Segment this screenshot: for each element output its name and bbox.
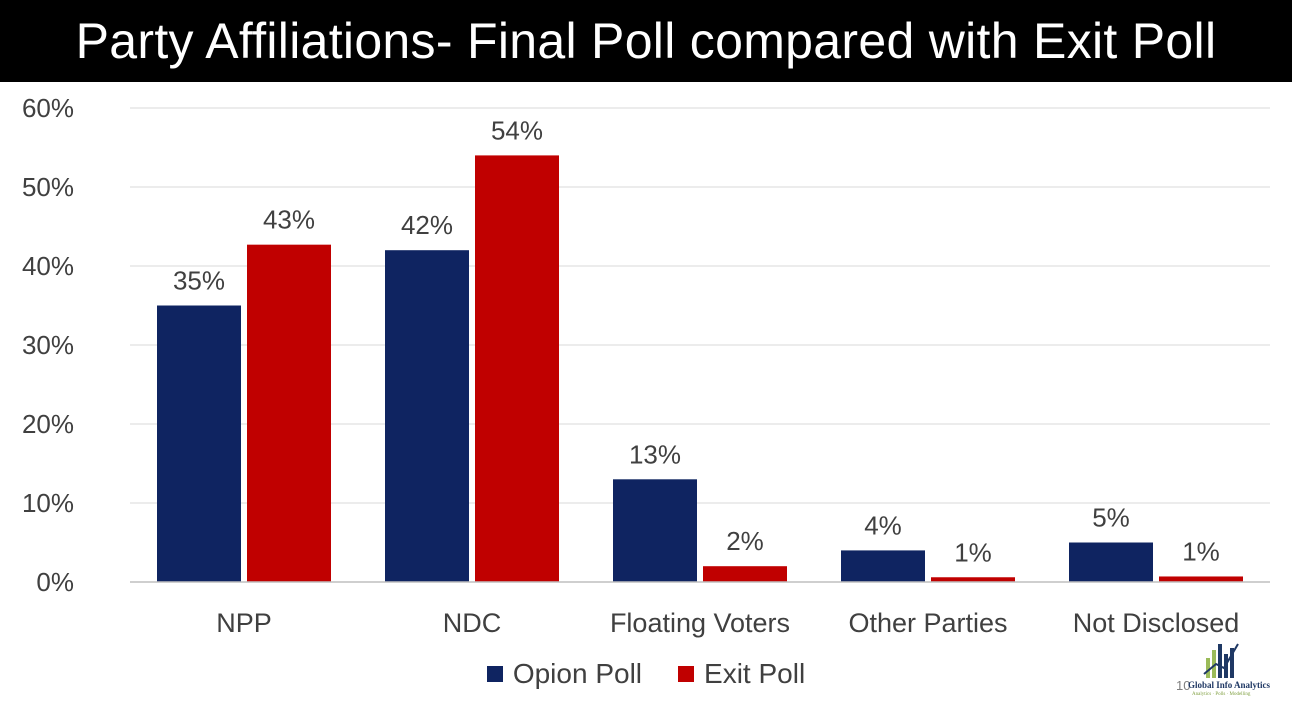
y-tick-label: 40% [22,251,74,281]
legend-swatch-opinion-poll [486,666,503,682]
logo-name: Global Info Analytics [1188,680,1271,690]
data-label: 35% [173,266,225,296]
page-number: 10 [1176,678,1191,693]
y-tick-label: 20% [22,409,74,439]
x-category-label: NPP [216,608,272,638]
logo-icon [1203,643,1239,678]
bar-exit [247,244,331,583]
logo-tagline: Analytics · Polls · Modelling [1192,692,1251,697]
legend-swatch-exit-poll [678,666,695,682]
data-label: 5% [1092,503,1130,533]
bar-opinion [385,250,469,582]
chart-legend: Opion Poll Exit Poll [0,650,1292,698]
bar-exit [475,155,559,582]
data-label: 43% [263,205,315,235]
legend-item-exit-poll: Exit Poll [678,658,805,690]
bar-exit [703,566,787,582]
x-category-label: Not Disclosed [1073,608,1240,638]
x-category-label: Floating Voters [610,608,790,638]
y-tick-label: 0% [36,567,74,597]
data-label: 54% [491,115,543,145]
legend-label-opinion-poll: Opion Poll [512,658,643,689]
bar-exit [931,577,1015,582]
legend-item-opinion-poll: Opion Poll [486,658,643,690]
data-label: 42% [401,210,453,240]
data-label: 1% [1182,536,1220,566]
y-tick-label: 30% [22,330,74,360]
legend-label-exit-poll: Exit Poll [704,658,806,689]
bar-chart: 0% 10% 20% 30% 40% 50% 60% 35% 43% NPP 42% 54% NDC 13… [22,93,1270,638]
x-category-label: NDC [443,608,502,638]
data-label: 1% [954,537,992,567]
data-label: 13% [629,439,681,469]
bar-opinion [157,305,241,582]
data-label: 2% [726,526,764,556]
y-tick-label: 50% [22,172,74,202]
y-tick-label: 60% [22,93,74,123]
y-tick-label: 10% [22,488,74,518]
data-label: 4% [864,510,902,540]
slide-title: Party Affiliations- Final Poll compared … [0,0,1292,82]
bar-opinion [613,479,697,582]
bar-exit [1159,576,1243,582]
x-category-label: Other Parties [848,608,1007,638]
bar-opinion [841,550,925,582]
bar-opinion [1069,542,1153,582]
